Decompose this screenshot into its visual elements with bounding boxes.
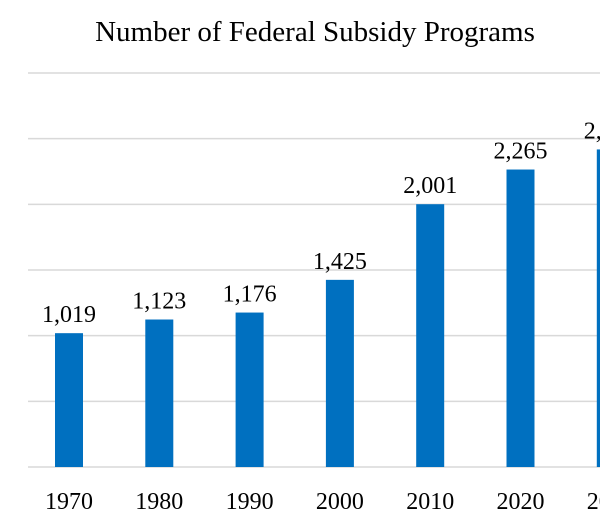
bar-1990 xyxy=(235,312,264,467)
x-tick-label-2010: 2010 xyxy=(406,489,454,515)
x-tick-label-1970: 1970 xyxy=(45,489,93,515)
x-axis-tick-labels: 1970 1980 1990 2000 2010 2020 2023 xyxy=(45,489,600,515)
data-label-2010: 2,001 xyxy=(403,173,457,199)
data-label-1970: 1,019 xyxy=(42,302,96,328)
bar-2010 xyxy=(416,204,445,467)
data-label-2023: 2,418 xyxy=(584,118,600,144)
chart-title: Number of Federal Subsidy Programs xyxy=(95,16,535,48)
bar-2023 xyxy=(596,149,600,467)
data-label-1990: 1,176 xyxy=(223,282,277,308)
data-label-1980: 1,123 xyxy=(132,289,186,315)
gridlines xyxy=(28,72,600,468)
x-tick-label-2000: 2000 xyxy=(316,489,364,515)
x-tick-label-1990: 1990 xyxy=(226,489,274,515)
data-label-2020: 2,265 xyxy=(494,139,548,165)
bar-2000 xyxy=(325,279,354,467)
data-label-2000: 1,425 xyxy=(313,249,367,275)
x-tick-label-2023: 2023 xyxy=(587,489,600,515)
bar-1980 xyxy=(145,319,174,467)
x-tick-label-1980: 1980 xyxy=(135,489,183,515)
data-labels: 1,019 1,123 1,176 1,425 2,001 2,265 2,418 xyxy=(42,118,600,328)
bar-1970 xyxy=(55,333,83,467)
x-tick-label-2020: 2020 xyxy=(497,489,545,515)
bars xyxy=(55,149,600,467)
bar-2020 xyxy=(506,169,535,467)
